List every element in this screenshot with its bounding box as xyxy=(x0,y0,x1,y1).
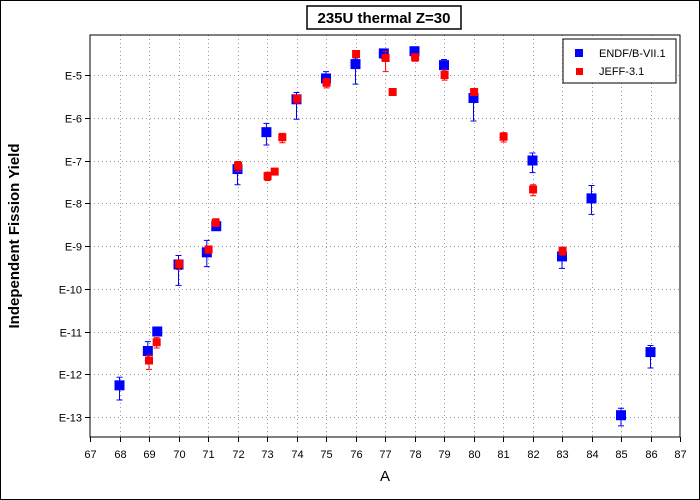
y-tick-label: E-12 xyxy=(59,370,82,382)
chart-title: 235U thermal Z=30 xyxy=(318,10,451,27)
x-tick-label: 67 xyxy=(84,449,96,461)
legend-swatch-endf xyxy=(575,49,583,57)
title-box xyxy=(306,5,462,30)
data-point-jeff xyxy=(352,49,361,58)
data-point-endf xyxy=(350,59,361,70)
y-tick-label: E-7 xyxy=(65,157,82,169)
legend-label-endf: ENDF/B-VII.1 xyxy=(599,48,666,60)
data-point-jeff xyxy=(204,245,213,254)
legend-box xyxy=(562,38,677,84)
x-tick-label: 82 xyxy=(527,449,539,461)
data-point-endf xyxy=(261,127,272,138)
y-tick-label: E-9 xyxy=(65,242,82,254)
x-tick-label: 80 xyxy=(468,449,480,461)
x-tick-label: 87 xyxy=(674,449,686,461)
grid-lines xyxy=(90,35,680,437)
data-point-jeff xyxy=(499,132,508,141)
x-axis: 67 68 69 70 71 72 73 74 75 76 77 78 79 80 81 82 83 84 85 86… xyxy=(84,437,687,461)
y-axis: E-5 E-6 E-7 E-8 E-9 E-10 E-11 E-12 E-13 xyxy=(59,71,90,425)
x-tick-label: 70 xyxy=(173,449,185,461)
x-tick-label: 78 xyxy=(409,449,421,461)
data-point-jeff xyxy=(278,133,287,142)
data-point-endf xyxy=(114,380,125,391)
x-tick-label: 72 xyxy=(232,449,244,461)
legend-label-jeff: JEFF-3.1 xyxy=(599,66,644,78)
data-point-jeff xyxy=(175,259,184,268)
data-point-jeff xyxy=(529,185,538,194)
y-tick-label: E-8 xyxy=(65,199,82,211)
legend: ENDF/B-VII.1 JEFF-3.1 xyxy=(562,38,677,84)
data-point-jeff xyxy=(388,88,397,97)
data-point-jeff xyxy=(263,172,272,181)
data-series xyxy=(114,46,656,427)
data-point-endf xyxy=(527,155,538,166)
data-point-jeff xyxy=(411,53,420,62)
x-tick-label: 86 xyxy=(645,449,657,461)
x-tick-label: 81 xyxy=(497,449,509,461)
data-point-endf xyxy=(409,46,420,57)
data-point-jeff xyxy=(293,94,302,103)
x-tick-label: 74 xyxy=(291,449,303,461)
x-axis-label: A xyxy=(380,468,390,485)
data-point-endf xyxy=(645,347,656,358)
data-point-jeff xyxy=(558,246,567,255)
data-point-jeff xyxy=(270,167,279,176)
data-point-endf xyxy=(378,48,389,59)
data-point-endf xyxy=(439,60,449,71)
y-axis-label: Independent Fission Yield xyxy=(6,143,23,328)
y-tick-label: E-10 xyxy=(59,285,82,297)
x-tick-label: 71 xyxy=(202,449,214,461)
data-point-jeff xyxy=(211,218,220,227)
data-point-jeff xyxy=(440,71,449,79)
y-tick-label: E-11 xyxy=(60,328,82,340)
y-tick-label: E-5 xyxy=(65,71,82,83)
x-tick-label: 85 xyxy=(615,449,627,461)
data-point-jeff xyxy=(234,161,243,170)
x-tick-label: 77 xyxy=(379,449,391,461)
data-point-endf xyxy=(142,345,153,356)
data-point-endf xyxy=(586,193,597,204)
legend-swatch-jeff xyxy=(576,68,583,75)
data-point-jeff xyxy=(145,356,153,365)
x-tick-label: 84 xyxy=(586,449,598,461)
y-tick-label: E-13 xyxy=(59,413,82,425)
series-jeff xyxy=(145,49,567,370)
data-point-endf xyxy=(616,410,626,421)
y-tick-label: E-6 xyxy=(65,114,82,126)
data-point-jeff xyxy=(470,88,479,97)
x-tick-label: 73 xyxy=(261,449,273,461)
x-tick-label: 79 xyxy=(438,449,450,461)
x-tick-label: 75 xyxy=(320,449,332,461)
x-tick-label: 69 xyxy=(143,449,155,461)
data-point-jeff xyxy=(381,53,390,62)
x-tick-label: 68 xyxy=(114,449,126,461)
x-tick-label: 83 xyxy=(556,449,568,461)
data-point-endf xyxy=(557,251,567,262)
x-tick-label: 76 xyxy=(350,449,362,461)
data-point-jeff xyxy=(322,78,331,87)
data-point-endf xyxy=(468,92,479,103)
data-point-endf xyxy=(152,326,163,337)
data-point-jeff xyxy=(152,338,161,347)
